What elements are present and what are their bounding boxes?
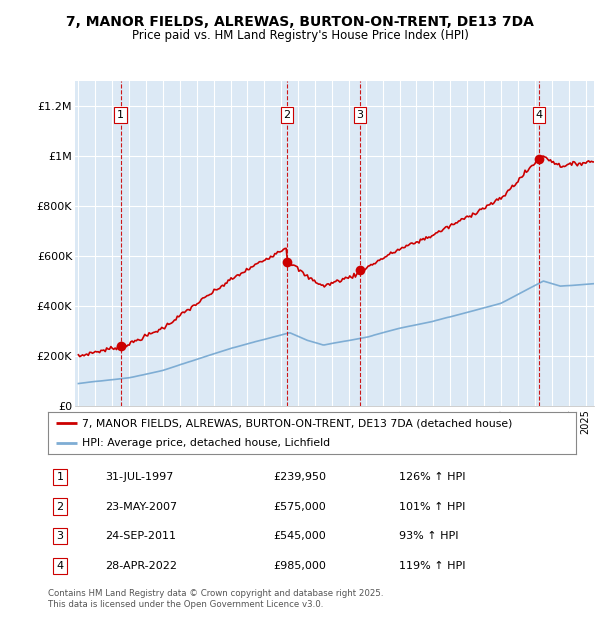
Text: £575,000: £575,000: [273, 502, 326, 512]
Text: 1: 1: [56, 472, 64, 482]
Text: 4: 4: [535, 110, 542, 120]
Text: 4: 4: [56, 561, 64, 571]
Text: 24-SEP-2011: 24-SEP-2011: [105, 531, 176, 541]
Text: 28-APR-2022: 28-APR-2022: [105, 561, 177, 571]
Text: 3: 3: [56, 531, 64, 541]
Text: 119% ↑ HPI: 119% ↑ HPI: [399, 561, 466, 571]
Text: 101% ↑ HPI: 101% ↑ HPI: [399, 502, 466, 512]
Text: 7, MANOR FIELDS, ALREWAS, BURTON-ON-TRENT, DE13 7DA (detached house): 7, MANOR FIELDS, ALREWAS, BURTON-ON-TREN…: [82, 418, 512, 428]
Text: £239,950: £239,950: [273, 472, 326, 482]
Text: 1: 1: [117, 110, 124, 120]
Text: 23-MAY-2007: 23-MAY-2007: [105, 502, 177, 512]
Text: £545,000: £545,000: [273, 531, 326, 541]
Text: 126% ↑ HPI: 126% ↑ HPI: [399, 472, 466, 482]
Text: Price paid vs. HM Land Registry's House Price Index (HPI): Price paid vs. HM Land Registry's House …: [131, 29, 469, 42]
Text: £985,000: £985,000: [273, 561, 326, 571]
Text: 7, MANOR FIELDS, ALREWAS, BURTON-ON-TRENT, DE13 7DA: 7, MANOR FIELDS, ALREWAS, BURTON-ON-TREN…: [66, 16, 534, 30]
Text: 93% ↑ HPI: 93% ↑ HPI: [399, 531, 458, 541]
Text: HPI: Average price, detached house, Lichfield: HPI: Average price, detached house, Lich…: [82, 438, 331, 448]
Text: 3: 3: [356, 110, 364, 120]
Text: This data is licensed under the Open Government Licence v3.0.: This data is licensed under the Open Gov…: [48, 600, 323, 609]
Text: Contains HM Land Registry data © Crown copyright and database right 2025.: Contains HM Land Registry data © Crown c…: [48, 588, 383, 598]
Text: 31-JUL-1997: 31-JUL-1997: [105, 472, 173, 482]
Text: 2: 2: [56, 502, 64, 512]
Text: 2: 2: [283, 110, 290, 120]
